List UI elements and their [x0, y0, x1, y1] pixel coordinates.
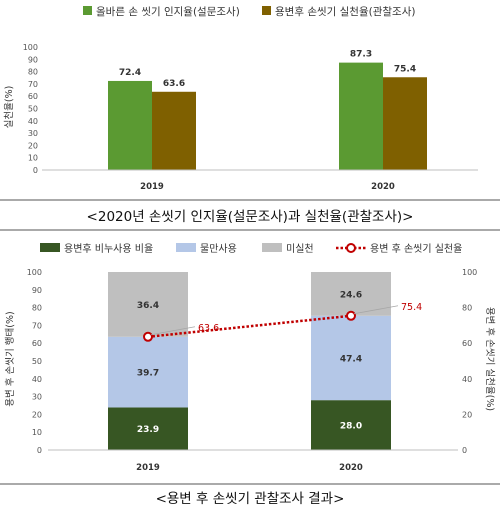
y-tick-label-left: 20 [32, 410, 42, 419]
y-tick-label-left: 0 [37, 446, 42, 455]
segment-value-label: 28.0 [340, 422, 362, 432]
bar [383, 77, 427, 170]
bar [152, 91, 196, 170]
legend-label-water: 물만사용 [200, 243, 237, 255]
stacked-bar-group: 23.9 39.7 36.4 28.0 47.4 24.6 [108, 272, 391, 450]
legend-swatch-awareness [83, 6, 92, 15]
y-tick-label-left: 60 [32, 339, 42, 348]
bar-value-label: 87.3 [350, 50, 372, 60]
leader-line [150, 326, 196, 336]
y-axis-left-ticks: 0 10 20 30 40 50 60 70 80 90 100 [27, 268, 42, 455]
y-tick-label: 10 [28, 154, 38, 163]
stacked-bar-segment [311, 315, 391, 401]
bar-group: 72.4 63.6 87.3 75.4 [108, 50, 427, 170]
bar-value-label: 75.4 [394, 64, 416, 74]
practice-rate-point [143, 331, 153, 342]
bar [108, 80, 152, 170]
stacked-bar-segment [108, 272, 188, 337]
segment-value-label: 23.9 [137, 425, 159, 435]
y-tick-label-right: 80 [462, 304, 472, 313]
y-tick-label-left: 100 [27, 268, 42, 277]
y-tick-label: 30 [28, 129, 38, 138]
stacked-bar-segment [108, 407, 188, 450]
y-tick-label-left: 10 [32, 428, 42, 437]
y-tick-label-left: 70 [32, 321, 42, 330]
y-tick-label-left: 40 [32, 375, 42, 384]
stacked-bar-segment [311, 400, 391, 450]
legend-swatch-water [176, 243, 196, 252]
legend-label-practice-rate: 용변 후 손씻기 실천율 [370, 243, 462, 255]
bar-value-label: 72.4 [119, 68, 141, 78]
legend-label-practice: 용변후 손씻기 실천율(관찰조사) [275, 6, 415, 18]
stacked-bar-segment [311, 272, 391, 316]
practice-rate-point [346, 310, 356, 321]
caption-chart-2: <용변 후 손씻기 관찰조사 결과> [156, 491, 345, 507]
y-tick-label-right: 40 [462, 375, 472, 384]
x-axis-labels: 2019 2020 [136, 463, 363, 473]
y-tick-label: 80 [28, 68, 38, 77]
chart-toilet-handwashing: 용변후 비누사용 비율 물만사용 미실천 용변 후 손씻기 실천율 용변 후 손… [4, 243, 495, 473]
x-tick-label: 2020 [371, 182, 395, 192]
y-tick-label: 50 [28, 105, 38, 114]
legend-swatch-none [262, 243, 282, 252]
y-tick-label: 20 [28, 141, 38, 150]
x-tick-label: 2019 [140, 182, 164, 192]
practice-rate-line-group: 63.6 75.4 [143, 302, 422, 342]
y-axis-ticks: 0 10 20 30 40 50 60 70 80 90 100 [23, 43, 38, 175]
segment-value-label: 24.6 [340, 290, 362, 300]
practice-rate-label: 75.4 [401, 302, 422, 313]
segment-value-label: 47.4 [340, 354, 362, 364]
legend-label-soap: 용변후 비누사용 비율 [64, 243, 153, 255]
leader-line [353, 305, 399, 315]
x-tick-label: 2020 [339, 463, 363, 473]
y-tick-label: 70 [28, 80, 38, 89]
y-tick-label-left: 80 [32, 304, 42, 313]
legend-swatch-practice [262, 6, 271, 15]
legend-label-none: 미실천 [286, 243, 314, 255]
y-tick-label-right: 20 [462, 410, 472, 419]
y-tick-label: 0 [33, 166, 38, 175]
y-tick-label-right: 0 [462, 446, 467, 455]
practice-rate-label: 63.6 [198, 323, 219, 334]
y-tick-label: 90 [28, 55, 38, 64]
y-tick-label: 60 [28, 92, 38, 101]
y-tick-label-right: 100 [462, 268, 477, 277]
segment-value-label: 39.7 [137, 369, 159, 379]
y-axis-right-ticks: 0 20 40 60 80 100 [462, 268, 477, 455]
y-tick-label-right: 60 [462, 339, 472, 348]
bar-value-label: 63.6 [163, 79, 185, 89]
legend-marker-practice [346, 243, 356, 253]
y-tick-label-left: 30 [32, 393, 42, 402]
x-tick-label: 2019 [136, 463, 160, 473]
y-axis-right-title: 용변 후 손씻기 실천율(%) [484, 307, 495, 411]
segment-value-label: 36.4 [137, 301, 159, 311]
y-axis-title: 실천율(%) [4, 86, 15, 129]
y-axis-left-title: 용변 후 손씻기 행태(%) [4, 311, 16, 406]
caption-chart-1: <2020년 손씻기 인지율(설문조사)과 실천율(관찰조사)> [87, 209, 414, 225]
stacked-bar-segment [108, 336, 188, 408]
legend-label-awareness: 올바른 손 씻기 인지율(설문조사) [96, 6, 240, 18]
x-axis-labels: 2019 2020 [140, 182, 395, 192]
y-tick-label: 100 [23, 43, 38, 52]
bar [339, 62, 383, 170]
legend-swatch-soap [40, 243, 60, 252]
y-tick-label-left: 50 [32, 357, 42, 366]
y-tick-label: 40 [28, 117, 38, 126]
chart-awareness-practice: 올바른 손 씻기 인지율(설문조사) 용변후 손씻기 실천율(관찰조사) 실천율… [4, 6, 478, 192]
y-tick-label-left: 90 [32, 286, 42, 295]
